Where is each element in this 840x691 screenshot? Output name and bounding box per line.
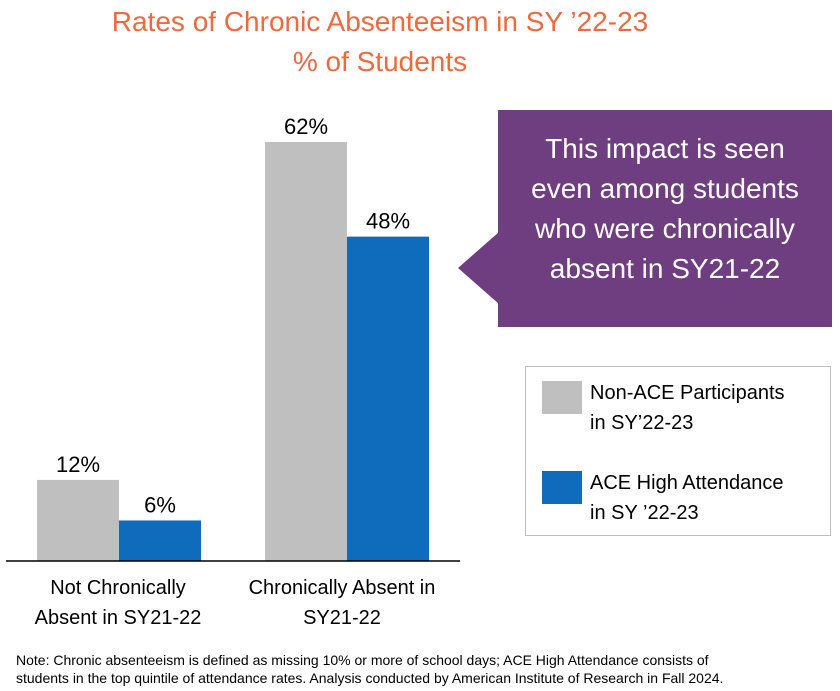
callout-line: This impact is seen	[545, 133, 785, 164]
category-label-not-chronically-absent: Not Chronically Absent in SY21-22	[18, 573, 218, 633]
footnote: Note: Chronic absenteeism is defined as …	[16, 651, 836, 687]
category-label-line: Not Chronically	[50, 577, 186, 599]
bar-chart: 12% 62% 6% 48%	[6, 114, 460, 562]
legend-label-non-ace: Non-ACE Participants in SY’22-23	[590, 378, 830, 438]
category-label-line: Chronically Absent in	[248, 577, 436, 599]
legend-label-line: ACE High Attendance	[590, 472, 784, 494]
legend-label-ace: ACE High Attendance in SY ’22-23	[590, 468, 830, 528]
bar-ace-high-attendance-chronically-absent	[347, 236, 429, 561]
legend-label-line: in SY’22-23	[590, 412, 694, 434]
category-label-line: SY21-22	[303, 607, 381, 629]
chart-subtitle: % of Students	[292, 46, 468, 77]
category-label-chronically-absent: Chronically Absent in SY21-22	[226, 573, 458, 633]
callout-pointer	[458, 232, 499, 304]
footnote-line: Note: Chronic absenteeism is defined as …	[16, 652, 709, 668]
bar-non-ace-not-chronically-absent	[37, 479, 119, 561]
legend-swatch-non-ace	[542, 381, 582, 414]
legend-label-line: Non-ACE Participants	[590, 382, 785, 404]
callout-line: even among students	[531, 173, 799, 204]
chart-title: Rates of Chronic Absenteeism in SY ’22-2…	[111, 6, 649, 37]
data-label-ace-high-attendance-chronically-absent: 48%	[366, 209, 410, 234]
legend-label-line: in SY ’22-23	[590, 502, 699, 524]
callout-line: who were chronically	[535, 213, 795, 244]
data-label-non-ace-chronically-absent: 62%	[284, 114, 328, 139]
bar-ace-high-attendance-not-chronically-absent	[119, 520, 201, 561]
footnote-line: students in the top quintile of attendan…	[16, 670, 724, 686]
legend-swatch-ace	[542, 471, 582, 504]
data-label-ace-high-attendance-not-chronically-absent: 6%	[144, 492, 176, 517]
bar-non-ace-chronically-absent	[265, 142, 347, 561]
data-label-non-ace-not-chronically-absent: 12%	[56, 452, 100, 477]
category-label-line: Absent in SY21-22	[34, 607, 202, 629]
callout-line: absent in SY21-22	[549, 253, 781, 284]
callout-box: This impact is seen even among students …	[498, 110, 832, 327]
legend: Non-ACE Participants in SY’22-23 ACE Hig…	[525, 366, 831, 536]
